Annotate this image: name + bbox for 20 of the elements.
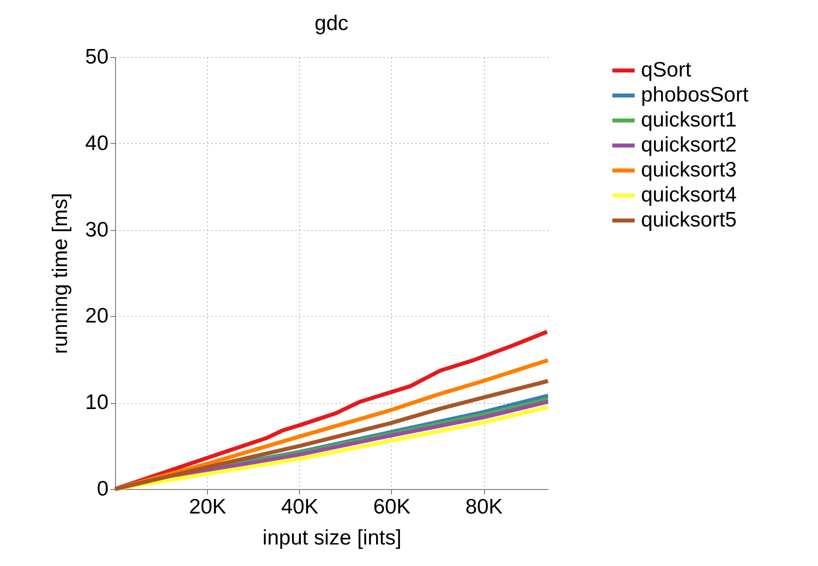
y-axis-title: running time [ms] — [49, 192, 72, 354]
legend-label: quicksort2 — [641, 134, 737, 156]
y-tick-label: 0 — [96, 478, 108, 500]
legend-label: phobosSort — [641, 84, 749, 106]
x-tick-label: 60K — [373, 496, 411, 518]
legend-label: quicksort4 — [641, 184, 738, 206]
x-tick-label: 80K — [465, 496, 503, 518]
x-tick-label: 20K — [188, 496, 226, 518]
y-tick-label: 50 — [85, 46, 108, 68]
y-tick-label: 30 — [85, 218, 108, 242]
legend-label: quicksort5 — [641, 208, 737, 232]
legend-label: qSort — [641, 58, 692, 82]
x-tick-label: 40K — [281, 496, 318, 518]
legend-label: quicksort1 — [641, 108, 737, 132]
legend-label: quicksort3 — [641, 158, 737, 182]
y-tick-label: 20 — [85, 304, 108, 328]
x-axis-title: input size [ints] — [262, 526, 402, 550]
y-tick-label: 10 — [85, 391, 108, 414]
y-tick-label: 40 — [85, 132, 108, 155]
chart-title: gdc — [314, 12, 348, 35]
